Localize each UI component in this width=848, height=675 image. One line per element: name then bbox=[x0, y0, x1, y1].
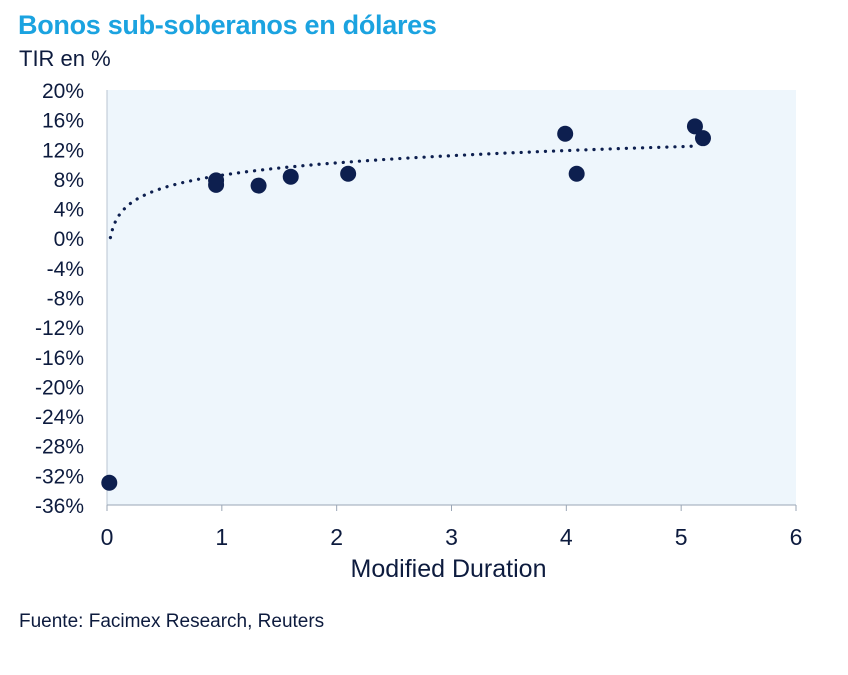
y-tick-label: 4% bbox=[54, 199, 84, 222]
x-tick-label: 0 bbox=[101, 524, 114, 550]
y-axis-unit-label: TIR en % bbox=[19, 46, 111, 71]
plot-area bbox=[107, 90, 796, 505]
x-tick-label: 2 bbox=[330, 524, 343, 550]
y-tick-label: 16% bbox=[42, 110, 84, 133]
y-tick-label: 0% bbox=[54, 228, 84, 251]
source-note: Fuente: Facimex Research, Reuters bbox=[19, 611, 325, 632]
y-tick-label: -8% bbox=[47, 288, 84, 311]
x-tick-label: 5 bbox=[675, 524, 688, 550]
y-tick-label: 12% bbox=[42, 139, 84, 162]
data-point bbox=[686, 118, 703, 135]
y-tick-label: -24% bbox=[35, 406, 84, 429]
y-tick-label: -28% bbox=[35, 436, 84, 459]
x-tick-label: 6 bbox=[790, 524, 803, 550]
data-point bbox=[340, 165, 357, 182]
x-axis-title: Modified Duration bbox=[351, 555, 547, 583]
data-point bbox=[568, 165, 585, 182]
y-tick-label: -20% bbox=[35, 376, 84, 399]
data-point bbox=[208, 176, 225, 193]
data-point bbox=[101, 474, 118, 491]
y-tick-label: 8% bbox=[54, 169, 84, 192]
x-tick-label: 1 bbox=[215, 524, 228, 550]
y-tick-label: -36% bbox=[35, 495, 84, 518]
data-point bbox=[694, 130, 711, 147]
data-point bbox=[250, 177, 267, 194]
y-tick-label: -16% bbox=[35, 347, 84, 370]
data-point bbox=[557, 125, 574, 142]
trendline bbox=[108, 144, 700, 240]
x-tick-label: 4 bbox=[560, 524, 573, 550]
y-tick-label: -32% bbox=[35, 465, 84, 488]
chart-title: Bonos sub-soberanos en dólares bbox=[18, 10, 437, 40]
y-tick-label: -4% bbox=[47, 258, 84, 281]
data-point bbox=[282, 168, 299, 185]
y-tick-label: -12% bbox=[35, 317, 84, 340]
y-tick-label: 20% bbox=[42, 80, 84, 103]
x-tick-label: 3 bbox=[445, 524, 458, 550]
